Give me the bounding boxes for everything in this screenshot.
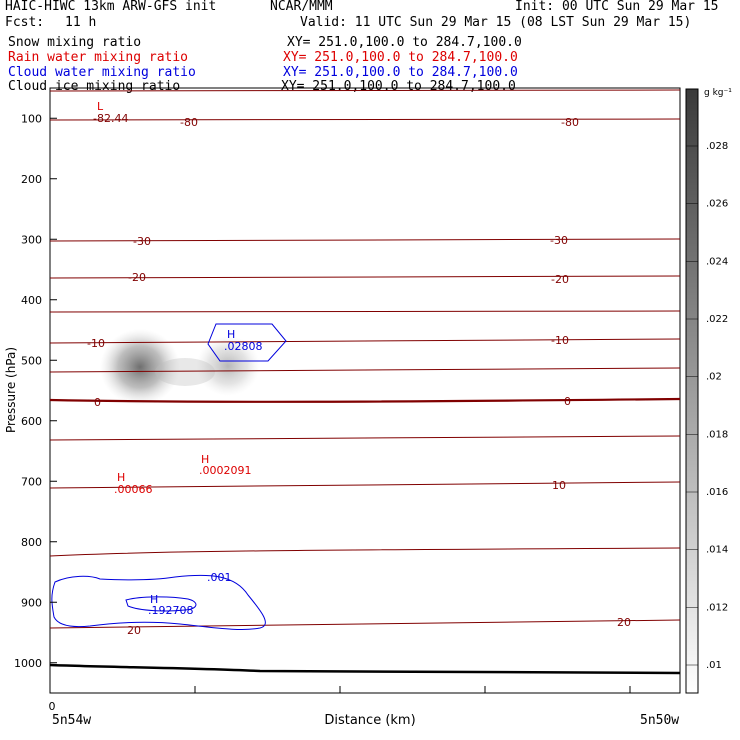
y-tick-label-900: 900 <box>21 596 42 609</box>
y-tick-label-100: 100 <box>21 112 42 125</box>
cloud-water-contour-upper <box>207 323 287 362</box>
field-label-rain: Rain water mixing ratio <box>8 50 189 65</box>
temp-contour-minus5 <box>50 367 680 373</box>
temp-label-plus20-right: 20 <box>617 616 631 629</box>
org-label: NCAR/MMM <box>270 0 333 14</box>
cloud-water-contour-lower <box>51 574 266 630</box>
temp-contour-minus30 <box>50 238 680 242</box>
snow-shading-bridge <box>155 358 215 386</box>
rain-high-marker-right: H <box>201 453 209 466</box>
snow-shading-max-left <box>100 329 180 405</box>
temp-label-minus20-right: -20 <box>551 273 569 286</box>
temp-label-minus80-left: -80 <box>180 116 198 129</box>
temp-label-zero-right: 0 <box>564 395 571 408</box>
cloud-water-high-value-low: .192708 <box>148 604 194 617</box>
low-marker: L <box>97 100 104 113</box>
temp-label-zero-left: 0 <box>94 396 101 409</box>
temp-contour-plus20 <box>50 619 680 629</box>
y-axis: 100 200 300 400 500 600 700 800 900 1000 <box>14 112 57 670</box>
colorbar-ticks: .01 .012 .014 .016 .018 .02 .022 .024 .026 .028 <box>686 141 728 671</box>
colorbar-tick-label: .026 <box>706 199 728 210</box>
y-tick-label-800: 800 <box>21 536 42 549</box>
x-right-label: 5n50w <box>640 713 679 728</box>
cloud-water-contour-label: .001 <box>207 571 232 584</box>
model-title: HAIC-HIWC 13km ARW-GFS init <box>5 0 217 14</box>
y-tick-label-500: 500 <box>21 354 42 367</box>
rain-high-value-right: .0002091 <box>199 464 252 477</box>
y-tick-label-600: 600 <box>21 415 42 428</box>
colorbar-unit: g kg⁻¹ <box>704 88 732 98</box>
temp-contour-zero <box>50 397 680 403</box>
cloud-water-high-marker: H <box>227 328 235 341</box>
valid-time: Valid: 11 UTC Sun 29 Mar 15 (08 LST Sun … <box>300 15 692 30</box>
temp-contour-minus10 <box>50 338 680 344</box>
colorbar-tick-label: .01 <box>706 660 722 671</box>
cloud-water-high-marker-low: H <box>150 593 158 606</box>
colorbar-tick-label: .014 <box>706 545 728 556</box>
temp-label-minus20-left: -20 <box>128 271 146 284</box>
colorbar-tick-label: .028 <box>706 141 728 152</box>
temp-label-minus80-right: -80 <box>561 116 579 129</box>
cloud-water-high-value: .02808 <box>224 340 263 353</box>
temp-contour-upper-level <box>50 310 680 313</box>
colorbar-tick-label: .02 <box>706 372 722 383</box>
colorbar-tick-label: .022 <box>706 314 728 325</box>
x-left-label: 5n54w <box>52 713 91 728</box>
field-xy-cloud-water: XY= 251.0,100.0 to 284.7,100.0 <box>283 65 518 80</box>
y-tick-label-400: 400 <box>21 294 42 307</box>
temp-contour-plus5 <box>50 435 680 441</box>
fcst-value: 11 h <box>65 15 97 30</box>
plot-frame <box>49 87 681 694</box>
temp-contour-minus20 <box>50 275 680 279</box>
temp-label-min: -82.44 <box>93 112 128 125</box>
field-label-snow: Snow mixing ratio <box>8 35 142 50</box>
temp-label-minus30-left: -30 <box>133 235 151 248</box>
temp-label-plus20-left: 20 <box>127 624 141 637</box>
x-origin-label: 0 <box>49 700 56 713</box>
colorbar-tick-label: .012 <box>706 602 728 613</box>
temp-label-minus10-left: -10 <box>87 337 105 350</box>
field-label-cloud-ice: Cloud ice mixing ratio <box>8 79 181 94</box>
y-tick-label-200: 200 <box>21 173 42 186</box>
init-time: Init: 00 UTC Sun 29 Mar 15 <box>515 0 719 14</box>
y-tick-label-1000: 1000 <box>14 657 42 670</box>
temp-contour-plus15 <box>50 547 680 557</box>
colorbar <box>685 88 699 694</box>
x-axis-title: Distance (km) <box>324 713 415 728</box>
x-axis <box>49 686 631 693</box>
colorbar-tick-label: .018 <box>706 429 728 440</box>
temp-label-minus10-right: -10 <box>551 334 569 347</box>
rain-high-marker-left: H <box>117 471 125 484</box>
surface-boundary <box>49 663 681 675</box>
y-tick-label-700: 700 <box>21 475 42 488</box>
field-xy-rain: XY= 251.0,100.0 to 284.7,100.0 <box>283 50 518 65</box>
temp-contour-top <box>50 89 680 92</box>
field-xy-snow: XY= 251.0,100.0 to 284.7,100.0 <box>287 35 522 50</box>
temp-label-minus30-right: -30 <box>550 234 568 247</box>
rain-high-value-left: .00066 <box>114 483 153 496</box>
temp-label-plus10: 10 <box>552 479 566 492</box>
field-label-cloud-water: Cloud water mixing ratio <box>8 65 196 80</box>
colorbar-tick-label: .024 <box>706 256 728 267</box>
fcst-label: Fcst: <box>5 15 45 30</box>
snow-shading-max-right <box>196 336 260 396</box>
colorbar-tick-label: .016 <box>706 487 728 498</box>
temp-contour-minus80 <box>50 118 680 121</box>
y-tick-label-300: 300 <box>21 233 42 246</box>
y-axis-title: Pressure (hPa) <box>4 347 18 433</box>
